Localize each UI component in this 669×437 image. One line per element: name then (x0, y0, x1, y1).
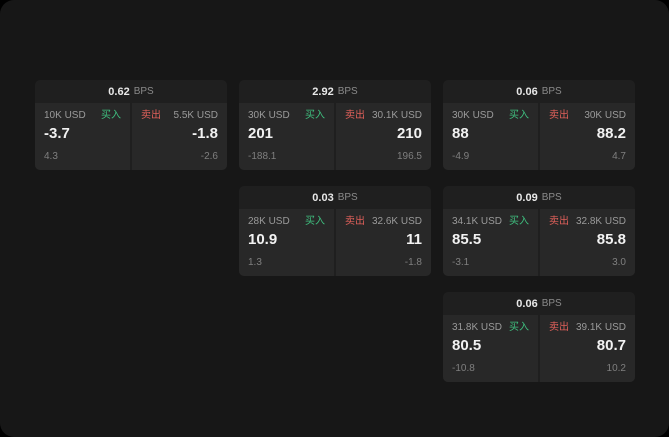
bps-value: 2.92 (312, 85, 334, 98)
sell-notional: 32.6K USD (371, 216, 422, 227)
bps-value: 0.62 (108, 85, 130, 98)
buy-panel[interactable]: 34.1K USD 买入 85.5 -3.1 (443, 209, 538, 276)
buy-change: -10.8 (452, 363, 475, 374)
sell-panel[interactable]: 卖出 32.8K USD 85.8 3.0 (540, 209, 635, 276)
quote-body: 28K USD 买入 10.9 1.3 卖出 32.6K USD 11 -1.8 (239, 209, 431, 276)
buy-price: 88 (452, 125, 469, 142)
quote-body: 31.8K USD 买入 80.5 -10.8 卖出 39.1K USD 80.… (443, 315, 635, 382)
sell-change: 3.0 (612, 257, 626, 268)
buy-label: 买入 (305, 110, 325, 121)
bps-value: 0.03 (312, 191, 334, 204)
sell-price: 85.8 (596, 231, 626, 248)
buy-panel[interactable]: 28K USD 买入 10.9 1.3 (239, 209, 334, 276)
buy-label: 买入 (509, 216, 529, 227)
bps-unit: BPS (337, 192, 358, 203)
buy-price: 201 (248, 125, 274, 142)
buy-notional: 10K USD (44, 110, 86, 121)
buy-panel[interactable]: 31.8K USD 买入 80.5 -10.8 (443, 315, 538, 382)
bps-header: 0.62 BPS (35, 80, 227, 103)
buy-label: 买入 (509, 322, 529, 333)
bps-header: 0.09 BPS (443, 186, 635, 209)
sell-price: 88.2 (596, 125, 626, 142)
sell-label: 卖出 (345, 110, 365, 121)
quote-body: 30K USD 买入 201 -188.1 卖出 30.1K USD 210 1… (239, 103, 431, 170)
sell-notional: 30.1K USD (371, 110, 422, 121)
sell-label: 卖出 (549, 110, 569, 121)
buy-change: -3.1 (452, 257, 470, 268)
sell-panel[interactable]: 卖出 39.1K USD 80.7 10.2 (540, 315, 635, 382)
bps-header: 2.92 BPS (239, 80, 431, 103)
buy-label: 买入 (101, 110, 121, 121)
quote-card: 0.06 BPS 30K USD 买入 88 -4.9 卖出 30K USD (443, 80, 635, 170)
bps-unit: BPS (541, 298, 562, 309)
buy-label: 买入 (509, 110, 529, 121)
sell-price: 80.7 (596, 337, 626, 354)
quotes-grid: 0.62 BPS 10K USD 买入 -3.7 4.3 卖出 5.5K USD (35, 80, 635, 382)
buy-price: 10.9 (248, 231, 278, 248)
bps-header: 0.06 BPS (443, 292, 635, 315)
quote-card: 0.06 BPS 31.8K USD 买入 80.5 -10.8 卖出 39.1… (443, 292, 635, 382)
bps-unit: BPS (541, 192, 562, 203)
buy-change: 4.3 (44, 151, 58, 162)
sell-change: 10.2 (606, 363, 626, 374)
sell-change: -2.6 (200, 151, 218, 162)
sell-panel[interactable]: 卖出 32.6K USD 11 -1.8 (336, 209, 431, 276)
sell-notional: 39.1K USD (575, 322, 626, 333)
sell-change: -1.8 (404, 257, 422, 268)
buy-change: -4.9 (452, 151, 470, 162)
buy-panel[interactable]: 30K USD 买入 201 -188.1 (239, 103, 334, 170)
sell-label: 卖出 (345, 216, 365, 227)
sell-panel[interactable]: 卖出 30.1K USD 210 196.5 (336, 103, 431, 170)
sell-panel[interactable]: 卖出 30K USD 88.2 4.7 (540, 103, 635, 170)
buy-change: -188.1 (248, 151, 277, 162)
quote-card: 0.09 BPS 34.1K USD 买入 85.5 -3.1 卖出 32.8K… (443, 186, 635, 276)
quote-card: 0.03 BPS 28K USD 买入 10.9 1.3 卖出 32.6K US… (239, 186, 431, 276)
buy-price: 85.5 (452, 231, 482, 248)
bps-header: 0.06 BPS (443, 80, 635, 103)
bps-header: 0.03 BPS (239, 186, 431, 209)
sell-price: 11 (406, 231, 422, 248)
buy-price: -3.7 (44, 125, 70, 142)
sell-label: 卖出 (141, 110, 161, 121)
sell-label: 卖出 (549, 216, 569, 227)
bps-unit: BPS (541, 86, 562, 97)
sell-notional: 32.8K USD (575, 216, 626, 227)
buy-panel[interactable]: 10K USD 买入 -3.7 4.3 (35, 103, 130, 170)
bps-unit: BPS (133, 86, 154, 97)
buy-label: 买入 (305, 216, 325, 227)
sell-notional: 5.5K USD (173, 110, 218, 121)
sell-change: 196.5 (396, 151, 422, 162)
bps-value: 0.09 (516, 191, 538, 204)
buy-notional: 30K USD (452, 110, 494, 121)
quote-body: 30K USD 买入 88 -4.9 卖出 30K USD 88.2 4.7 (443, 103, 635, 170)
buy-notional: 31.8K USD (452, 322, 503, 333)
bps-value: 0.06 (516, 297, 538, 310)
bps-unit: BPS (337, 86, 358, 97)
buy-change: 1.3 (248, 257, 262, 268)
quote-body: 10K USD 买入 -3.7 4.3 卖出 5.5K USD -1.8 -2.… (35, 103, 227, 170)
sell-price: -1.8 (192, 125, 218, 142)
sell-panel[interactable]: 卖出 5.5K USD -1.8 -2.6 (132, 103, 227, 170)
buy-panel[interactable]: 30K USD 买入 88 -4.9 (443, 103, 538, 170)
sell-notional: 30K USD (584, 110, 626, 121)
quote-card: 0.62 BPS 10K USD 买入 -3.7 4.3 卖出 5.5K USD (35, 80, 227, 170)
quote-card: 2.92 BPS 30K USD 买入 201 -188.1 卖出 30.1K … (239, 80, 431, 170)
buy-notional: 28K USD (248, 216, 290, 227)
sell-label: 卖出 (549, 322, 569, 333)
buy-price: 80.5 (452, 337, 482, 354)
buy-notional: 34.1K USD (452, 216, 503, 227)
buy-notional: 30K USD (248, 110, 290, 121)
sell-change: 4.7 (612, 151, 626, 162)
quote-body: 34.1K USD 买入 85.5 -3.1 卖出 32.8K USD 85.8… (443, 209, 635, 276)
bps-value: 0.06 (516, 85, 538, 98)
sell-price: 210 (396, 125, 422, 142)
